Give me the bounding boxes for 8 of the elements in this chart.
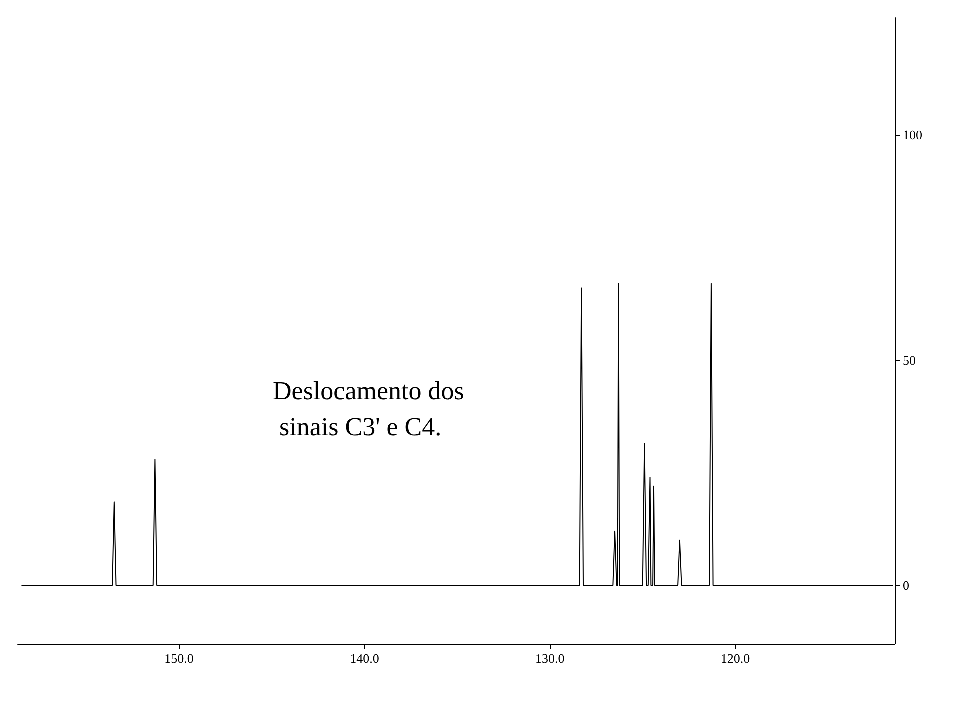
x-tick-label: 120.0: [720, 651, 750, 666]
x-tick-label: 130.0: [536, 651, 565, 666]
y-tick-label: 50: [903, 352, 916, 368]
y-tick-label: 0: [903, 578, 910, 593]
x-tick-label: 140.0: [350, 651, 380, 666]
y-tick-label: 100: [903, 128, 922, 143]
annotation: Deslocamento dos sinais C3' e C4.: [273, 376, 464, 442]
x-tick-label: 150.0: [164, 651, 194, 666]
